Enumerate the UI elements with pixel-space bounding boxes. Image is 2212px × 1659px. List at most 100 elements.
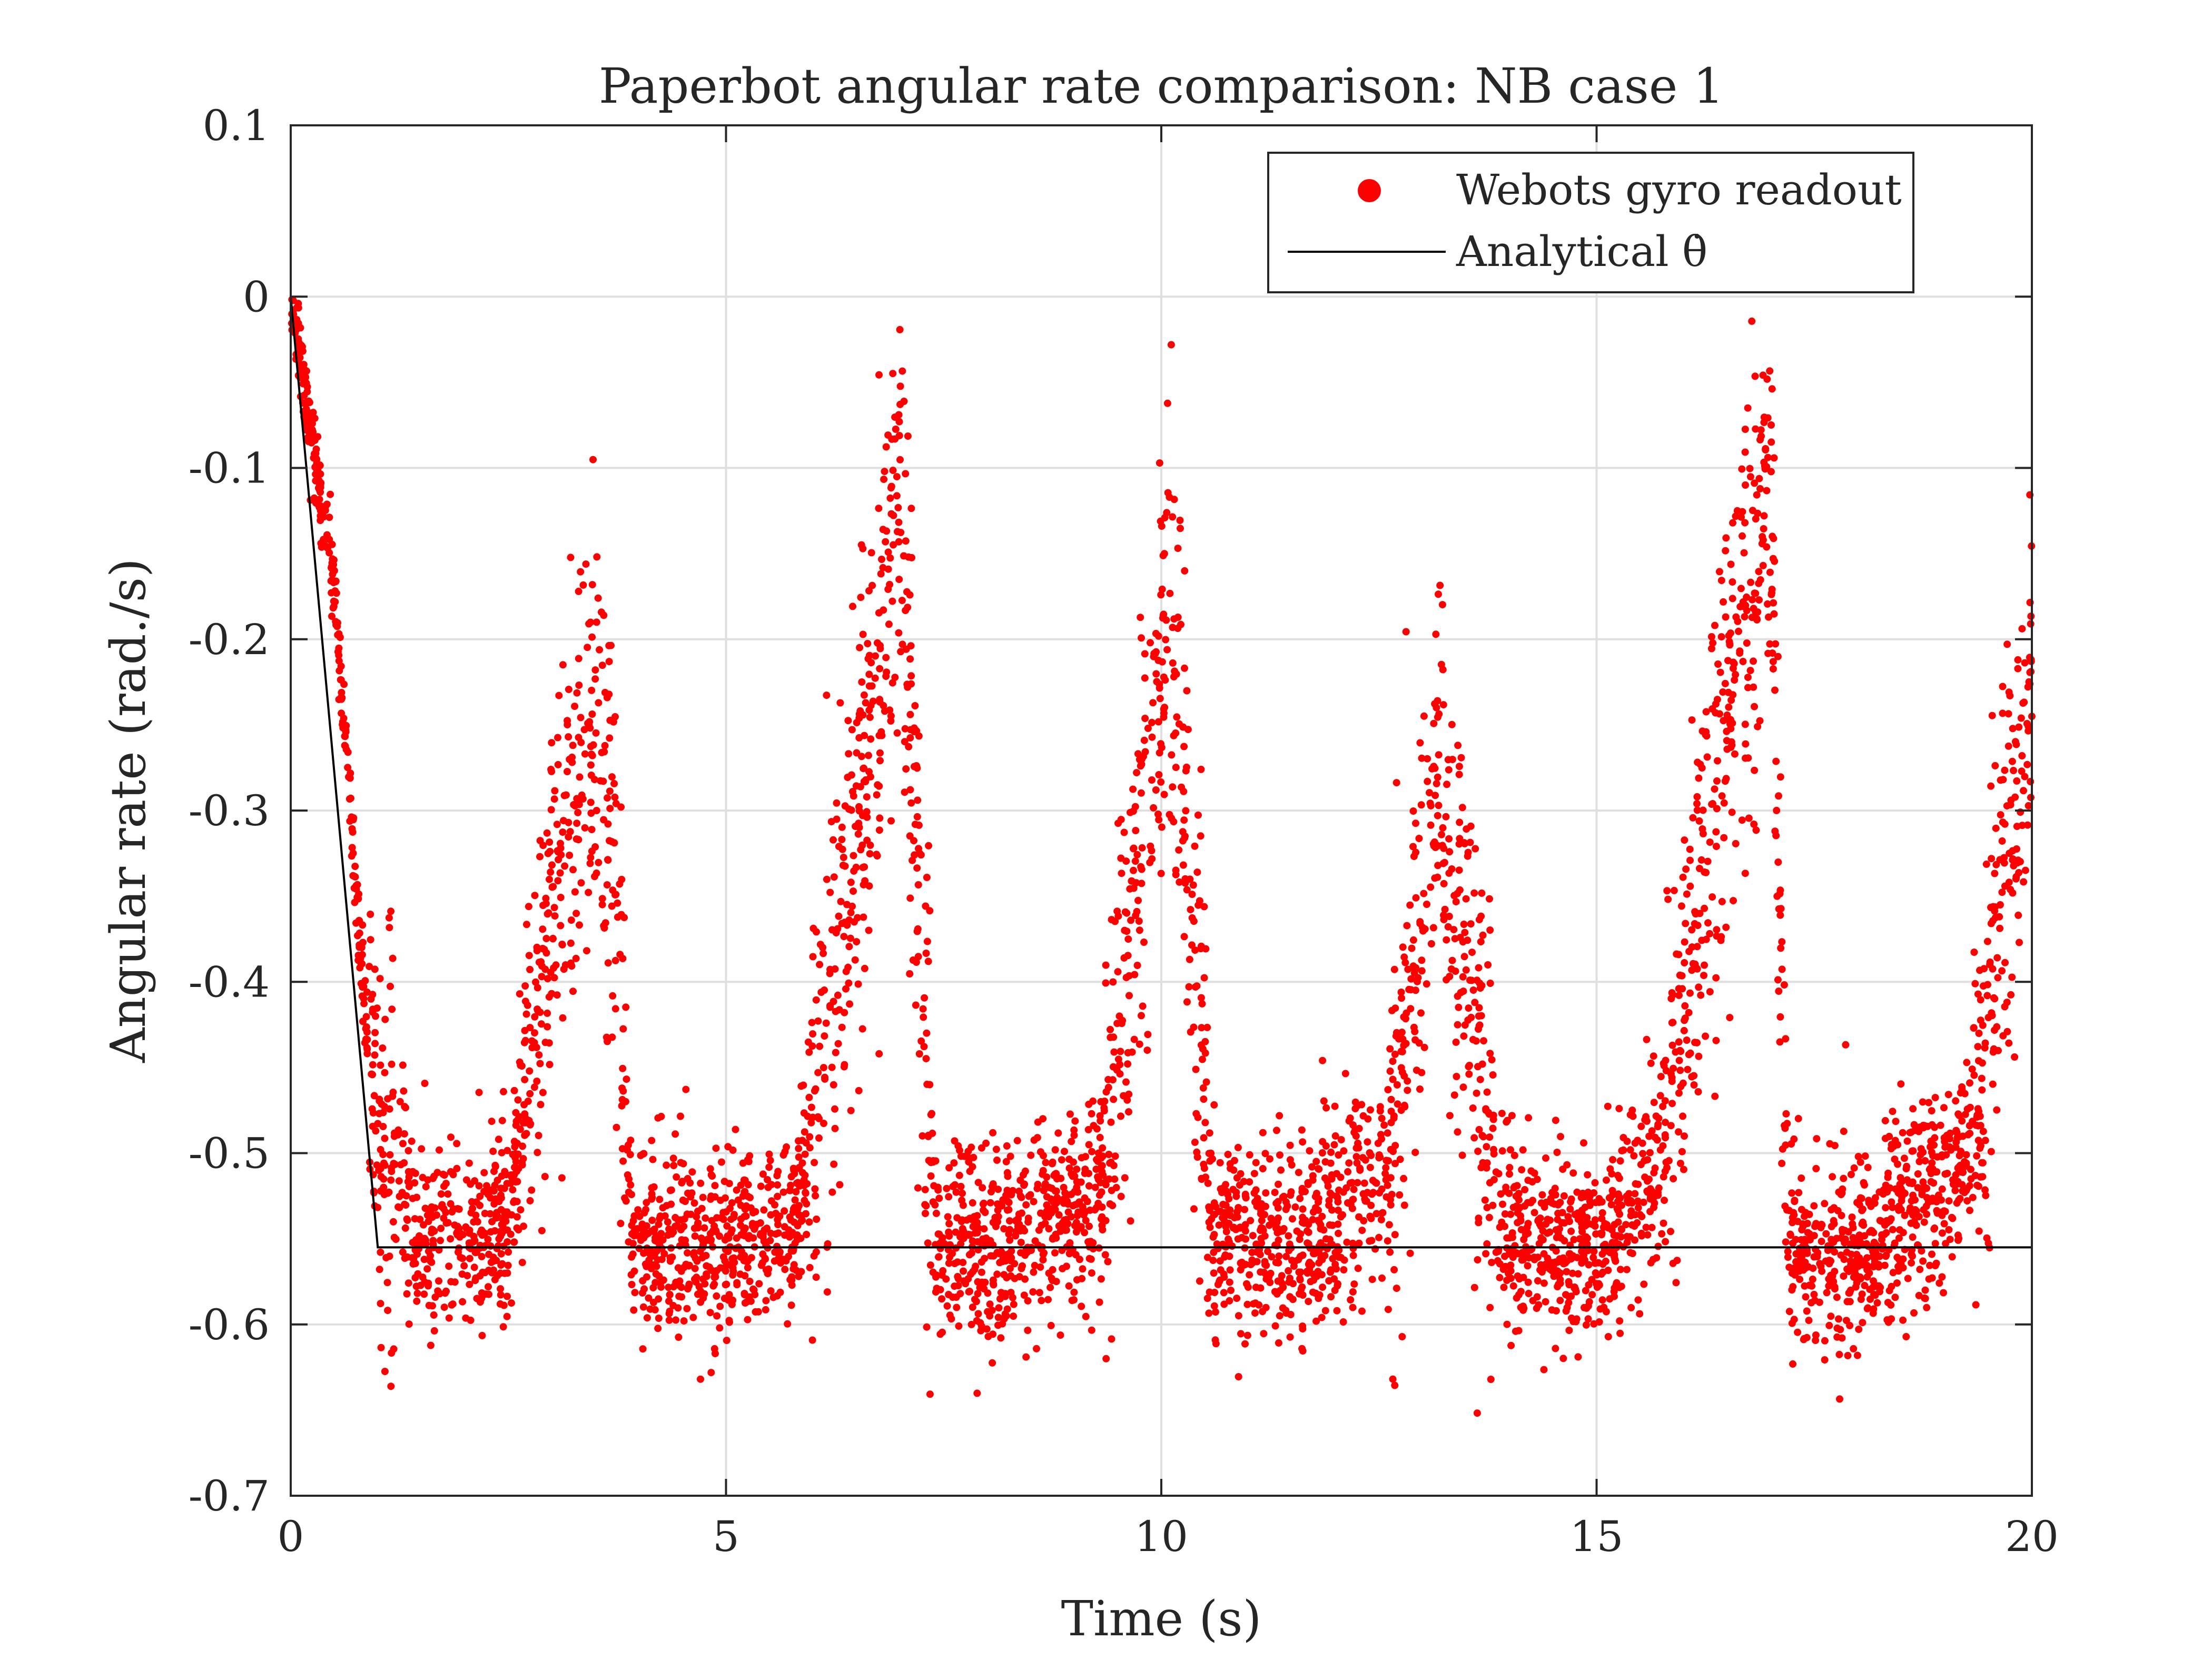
- scatter-point: [914, 796, 922, 804]
- scatter-point: [1152, 648, 1160, 656]
- scatter-point: [766, 1157, 774, 1164]
- scatter-point: [1419, 927, 1427, 935]
- scatter-point: [1052, 1187, 1060, 1195]
- scatter-point: [1706, 930, 1714, 937]
- scatter-point: [1771, 686, 1779, 694]
- scatter-point: [497, 1261, 505, 1269]
- scatter-point: [1169, 513, 1177, 521]
- scatter-point: [1693, 800, 1701, 807]
- scatter-point: [1998, 837, 2006, 845]
- scatter-point: [1615, 1104, 1623, 1112]
- scatter-point: [1305, 1228, 1312, 1236]
- scatter-point: [678, 1224, 686, 1232]
- scatter-point: [1576, 1235, 1584, 1243]
- scatter-point: [958, 1197, 966, 1204]
- scatter-point: [1499, 1200, 1506, 1208]
- scatter-point: [730, 1259, 738, 1266]
- scatter-point: [858, 841, 866, 849]
- scatter-point: [476, 1192, 484, 1200]
- scatter-point: [1681, 836, 1688, 844]
- scatter-point: [1727, 696, 1735, 704]
- scatter-point: [591, 873, 598, 881]
- scatter-point: [1203, 1253, 1211, 1261]
- scatter-point: [1122, 857, 1130, 865]
- scatter-point: [605, 658, 613, 666]
- scatter-point: [1645, 1176, 1653, 1183]
- scatter-point: [995, 1304, 1003, 1312]
- scatter-point: [1741, 613, 1749, 620]
- scatter-point: [1999, 683, 2007, 690]
- scatter-point: [812, 1273, 820, 1281]
- scatter-point: [1682, 865, 1690, 873]
- scatter-point: [712, 1350, 719, 1358]
- scatter-point: [1085, 1182, 1093, 1190]
- scatter-point: [445, 1262, 453, 1270]
- scatter-point: [643, 1273, 650, 1281]
- scatter-point: [503, 1292, 511, 1300]
- scatter-point: [485, 1290, 492, 1298]
- scatter-point: [422, 1183, 430, 1191]
- scatter-point: [845, 943, 853, 951]
- scatter-point: [1498, 1147, 1506, 1155]
- scatter-point: [2008, 757, 2016, 765]
- scatter-point: [1741, 870, 1749, 877]
- scatter-point: [548, 861, 556, 869]
- scatter-point: [1741, 519, 1749, 527]
- scatter-point: [1132, 912, 1140, 920]
- scatter-point: [865, 587, 873, 595]
- scatter-point: [1953, 1199, 1961, 1207]
- scatter-point: [1340, 1266, 1348, 1273]
- scatter-point: [1486, 1133, 1494, 1141]
- scatter-point: [1750, 683, 1757, 691]
- scatter-point: [1882, 1204, 1890, 1212]
- scatter-point: [537, 1101, 545, 1109]
- scatter-point: [836, 699, 844, 707]
- scatter-point: [2014, 911, 2022, 919]
- scatter-point: [1210, 1269, 1218, 1277]
- scatter-point: [896, 382, 904, 390]
- scatter-point: [1998, 967, 2006, 975]
- scatter-point: [1279, 1193, 1287, 1201]
- scatter-point: [838, 1023, 846, 1031]
- scatter-point: [1291, 1203, 1299, 1211]
- scatter-point: [1935, 1279, 1943, 1287]
- scatter-point: [1808, 1282, 1815, 1290]
- scatter-point: [895, 576, 903, 584]
- scatter-point: [1355, 1124, 1363, 1132]
- scatter-point: [680, 1317, 688, 1325]
- scatter-point: [859, 864, 867, 871]
- scatter-point: [1714, 757, 1721, 765]
- scatter-point: [1770, 610, 1778, 618]
- scatter-point: [1627, 1212, 1635, 1220]
- scatter-point: [1888, 1315, 1895, 1323]
- scatter-point: [541, 1173, 549, 1180]
- scatter-point: [1962, 1151, 1970, 1159]
- scatter-point: [565, 686, 572, 693]
- scatter-point: [1331, 1132, 1339, 1140]
- scatter-point: [549, 935, 557, 943]
- scatter-point: [581, 824, 589, 832]
- scatter-point: [2013, 845, 2020, 853]
- scatter-point: [381, 1069, 389, 1077]
- scatter-point: [1130, 866, 1137, 874]
- scatter-point: [1668, 1078, 1676, 1085]
- scatter-point: [1330, 1275, 1338, 1283]
- scatter-point: [1397, 1064, 1405, 1072]
- scatter-point: [1040, 1152, 1047, 1160]
- scatter-point: [907, 505, 915, 512]
- scatter-point: [1138, 1012, 1145, 1020]
- scatter-point: [1427, 940, 1435, 947]
- scatter-point: [1473, 1409, 1481, 1417]
- scatter-point: [1597, 1270, 1605, 1278]
- scatter-point: [1054, 1129, 1062, 1137]
- scatter-point: [1996, 924, 2004, 932]
- scatter-point: [1221, 1217, 1229, 1225]
- scatter-point: [923, 874, 931, 881]
- scatter-point: [892, 426, 900, 433]
- scatter-point: [947, 1315, 955, 1323]
- scatter-point: [1106, 1200, 1114, 1208]
- scatter-point: [1049, 1158, 1056, 1166]
- scatter-point: [1129, 807, 1137, 815]
- scatter-point: [1970, 1024, 1978, 1032]
- scatter-point: [531, 1013, 539, 1021]
